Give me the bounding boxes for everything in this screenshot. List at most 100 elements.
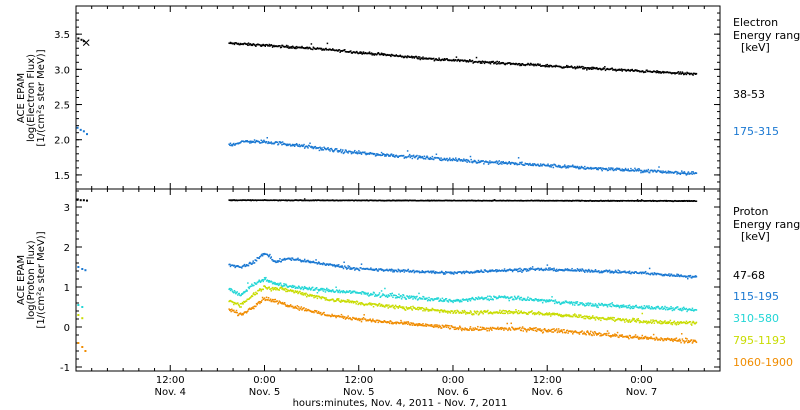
data-point bbox=[332, 289, 334, 291]
data-point bbox=[389, 269, 392, 271]
data-point bbox=[567, 65, 569, 68]
data-point bbox=[293, 143, 295, 146]
data-point bbox=[628, 304, 631, 306]
data-point bbox=[496, 327, 498, 330]
data-point bbox=[618, 306, 621, 309]
data-point bbox=[386, 295, 388, 298]
data-point bbox=[592, 303, 594, 305]
data-point bbox=[672, 321, 675, 324]
data-point bbox=[262, 43, 264, 46]
data-point bbox=[413, 297, 416, 299]
data-point bbox=[634, 69, 637, 71]
data-point bbox=[396, 155, 398, 157]
data-point bbox=[353, 151, 355, 153]
data-point bbox=[673, 72, 676, 74]
data-point bbox=[360, 303, 362, 306]
data-point bbox=[360, 152, 362, 154]
data-point bbox=[395, 54, 398, 56]
data-point bbox=[338, 289, 341, 292]
data-point bbox=[497, 163, 500, 165]
data-point bbox=[338, 49, 341, 51]
data-point bbox=[77, 342, 80, 344]
data-point bbox=[404, 309, 407, 311]
data-point bbox=[258, 300, 260, 303]
data-point bbox=[422, 296, 425, 298]
data-point bbox=[644, 306, 647, 309]
data-point bbox=[430, 309, 433, 312]
data-point bbox=[521, 299, 524, 302]
data-point bbox=[295, 47, 297, 50]
data-point bbox=[684, 322, 687, 325]
data-point bbox=[496, 311, 498, 313]
data-point bbox=[516, 311, 519, 314]
data-point bbox=[590, 166, 592, 169]
data-point bbox=[606, 168, 608, 170]
data-point bbox=[477, 325, 479, 328]
data-point bbox=[377, 321, 379, 324]
data-point bbox=[654, 170, 657, 172]
data-point bbox=[640, 321, 643, 323]
data-point bbox=[350, 151, 352, 153]
data-point bbox=[386, 268, 388, 271]
data-point bbox=[454, 300, 456, 302]
data-point bbox=[465, 160, 467, 162]
data-point bbox=[630, 306, 633, 309]
data-point bbox=[576, 301, 579, 303]
data-point bbox=[310, 43, 313, 45]
data-point bbox=[547, 299, 549, 302]
data-point bbox=[683, 73, 686, 75]
data-point bbox=[569, 302, 571, 305]
data-point bbox=[321, 147, 323, 149]
data-point bbox=[303, 198, 306, 200]
data-point bbox=[321, 313, 324, 315]
data-point bbox=[489, 270, 492, 273]
data-point bbox=[532, 164, 535, 167]
data-point bbox=[333, 149, 335, 152]
data-point bbox=[403, 307, 406, 310]
data-point bbox=[459, 301, 461, 303]
data-point bbox=[530, 298, 533, 300]
data-point bbox=[632, 317, 634, 320]
data-point bbox=[517, 63, 519, 66]
data-point bbox=[251, 44, 254, 47]
data-point bbox=[476, 328, 478, 330]
data-point bbox=[601, 303, 603, 305]
data-point bbox=[486, 310, 488, 313]
data-point bbox=[674, 323, 676, 325]
data-point bbox=[332, 299, 335, 301]
data-point bbox=[229, 144, 231, 146]
data-point bbox=[249, 262, 252, 264]
data-point bbox=[317, 147, 320, 149]
data-point bbox=[459, 325, 461, 328]
data-point bbox=[489, 298, 492, 301]
data-point bbox=[521, 62, 524, 65]
data-point bbox=[245, 289, 248, 291]
data-point bbox=[423, 155, 426, 158]
data-point bbox=[360, 293, 363, 295]
data-point bbox=[590, 68, 593, 70]
data-point bbox=[408, 271, 411, 273]
data-point bbox=[558, 301, 561, 303]
data-point bbox=[611, 67, 613, 70]
data-point bbox=[370, 292, 372, 295]
data-point bbox=[662, 170, 664, 172]
data-point bbox=[278, 283, 281, 286]
data-point bbox=[299, 287, 301, 289]
data-point bbox=[509, 163, 512, 165]
data-point bbox=[285, 44, 288, 47]
data-point bbox=[624, 270, 626, 273]
data-point bbox=[567, 269, 569, 272]
data-point bbox=[248, 44, 250, 46]
data-point bbox=[360, 318, 362, 321]
data-point bbox=[325, 148, 328, 151]
data-point bbox=[624, 167, 627, 170]
data-point bbox=[669, 319, 672, 322]
data-point bbox=[239, 141, 242, 144]
data-point bbox=[394, 297, 397, 299]
data-point bbox=[289, 305, 291, 307]
data-point bbox=[474, 270, 476, 273]
data-point bbox=[243, 264, 245, 267]
data-point bbox=[421, 155, 424, 158]
data-point bbox=[642, 320, 645, 322]
data-point bbox=[576, 302, 578, 305]
